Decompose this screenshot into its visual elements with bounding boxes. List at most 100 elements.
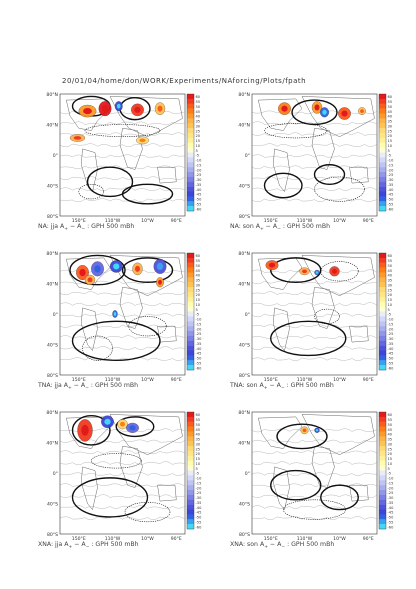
gph-contour: [71, 414, 111, 446]
colorbar-level-label: 10: [196, 462, 201, 466]
colorbar-level-label: -55: [196, 202, 202, 206]
colorbar-swatch: [187, 152, 194, 158]
thin-contour: [252, 483, 377, 488]
lat-tick-label: 80°S: [239, 532, 250, 538]
colorbar-level-label: -10: [388, 318, 395, 322]
panel-tna-jja: 80°N 40°N 0° 40°S 80°S 150°E 110°W 10°W 90°E 60 55…: [30, 245, 210, 405]
colorbar-level-label: 20: [196, 452, 201, 456]
colorbar-level-label: -25: [388, 173, 394, 177]
colorbar-level-label: -60: [388, 366, 395, 370]
colorbar-swatch: [187, 118, 194, 124]
colorbar-level-label: 45: [388, 110, 393, 114]
colorbar-swatch: [379, 311, 386, 317]
colorbar-level-label: 30: [388, 283, 393, 287]
continent-outline: [257, 257, 303, 290]
colorbar-level-label: 50: [196, 105, 201, 109]
colorbar-level-label: -60: [388, 525, 395, 529]
colorbar-swatch: [379, 421, 386, 427]
colorbar-swatch: [379, 94, 386, 100]
thin-contour: [252, 461, 377, 466]
colorbar-level-label: 10: [388, 462, 393, 466]
colorbar-swatch: [379, 446, 386, 452]
anomaly-core: [83, 108, 92, 115]
colorbar-swatch: [187, 206, 194, 212]
colorbar-level-label: 30: [196, 124, 201, 128]
gph-contour: [86, 166, 134, 198]
colorbar-level-label: 55: [388, 259, 393, 263]
continent-outline: [119, 127, 143, 170]
colorbar-level-label: 15: [196, 139, 201, 143]
colorbar-level-label: 15: [388, 298, 393, 302]
continent-outline: [119, 286, 143, 329]
thin-contour: [252, 154, 377, 158]
colorbar-level-label: -35: [196, 183, 202, 187]
colorbar-swatch: [379, 272, 386, 278]
colorbar-level-label: -25: [388, 332, 394, 336]
lon-tick-label: 150°E: [72, 377, 86, 383]
lat-tick-label: 80°N: [46, 251, 58, 257]
lon-tick-label: 10°W: [141, 218, 154, 224]
colorbar-level-label: 25: [196, 447, 201, 451]
colorbar-swatch: [379, 157, 386, 163]
colorbar-level-label: 15: [196, 298, 201, 302]
colorbar-level-label: 55: [196, 259, 201, 263]
anomaly-core: [129, 425, 136, 431]
colorbar-swatch: [187, 321, 194, 327]
gph-contour: [313, 164, 346, 185]
colorbar-level-label: -50: [388, 198, 395, 202]
colorbar-swatch: [187, 499, 194, 505]
colorbar-swatch: [187, 465, 194, 471]
colorbar-swatch: [187, 167, 194, 173]
colorbar-level-label: 60: [388, 413, 393, 417]
map-content: [60, 254, 185, 362]
colorbar-swatch: [187, 94, 194, 100]
colorbar-level-label: 5: [388, 149, 390, 153]
colorbar-level-label: -35: [196, 342, 202, 346]
colorbar-swatch: [379, 167, 386, 173]
colorbar-level-label: -60: [196, 207, 203, 211]
colorbar-swatch: [379, 306, 386, 312]
anomaly-core: [116, 103, 121, 109]
colorbar-swatch: [379, 181, 386, 187]
colorbar-swatch: [379, 451, 386, 457]
colorbar-swatch: [379, 292, 386, 298]
colorbar-swatch: [187, 340, 194, 346]
colorbar-level-label: -50: [196, 198, 203, 202]
colorbar-swatch: [187, 267, 194, 273]
anomaly-core: [73, 136, 82, 140]
colorbar-level-label: -50: [388, 357, 395, 361]
colorbar-swatch: [187, 524, 194, 530]
colorbar-level-label: -10: [196, 477, 203, 481]
colorbar-level-label: -45: [196, 511, 202, 515]
colorbar-level-label: 25: [196, 288, 201, 292]
colorbar-swatch: [187, 485, 194, 491]
lat-tick-label: 0°: [53, 312, 58, 318]
lat-tick-label: 0°: [53, 153, 58, 159]
colorbar-swatch: [187, 514, 194, 520]
colorbar-swatch: [379, 480, 386, 486]
colorbar-level-label: 55: [196, 100, 201, 104]
thin-contour: [252, 165, 377, 170]
colorbar-swatch: [187, 446, 194, 452]
thin-contour: [60, 439, 185, 444]
colorbar-level-label: -10: [388, 159, 395, 163]
thin-contour: [60, 324, 185, 329]
colorbar-level-label: 20: [388, 293, 393, 297]
colorbar-swatch: [379, 152, 386, 158]
colorbar-swatch: [187, 98, 194, 104]
colorbar-swatch: [187, 128, 194, 134]
continent-outline: [109, 96, 183, 137]
colorbar-swatch: [379, 287, 386, 293]
gph-contour: [320, 484, 359, 511]
colorbar-swatch: [379, 470, 386, 476]
colorbar-level-label: 50: [388, 423, 393, 427]
colorbar-swatch: [187, 350, 194, 356]
thin-contour: [252, 346, 377, 350]
colorbar-level-label: -60: [388, 207, 395, 211]
lat-tick-label: 40°N: [238, 441, 250, 447]
colorbar-swatch: [187, 296, 194, 302]
continent-outline: [301, 414, 375, 455]
colorbar-swatch: [187, 292, 194, 298]
lon-tick-label: 150°E: [264, 377, 278, 383]
panel-na-jja: 80°N 40°N 0° 40°S 80°S 150°E 110°W 10°W 90°E 60 55…: [30, 86, 210, 246]
